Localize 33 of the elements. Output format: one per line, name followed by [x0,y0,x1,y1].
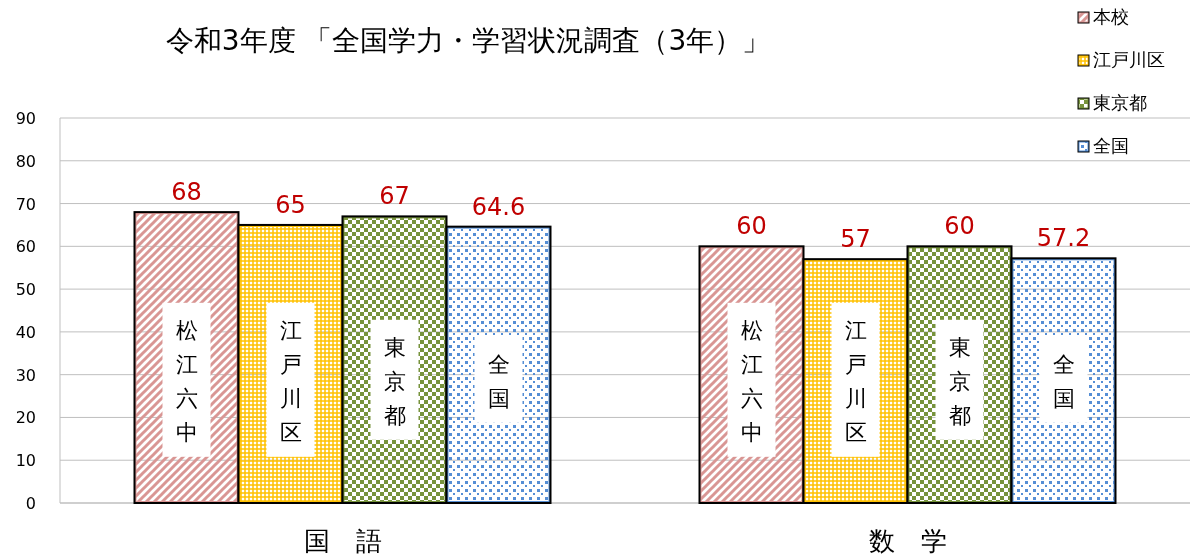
y-tick-label: 10 [15,451,36,471]
data-label: 60 [944,212,975,241]
y-tick-label: 90 [15,109,36,128]
data-label: 68 [171,178,202,207]
data-label: 57 [840,225,871,254]
y-tick-label: 60 [15,237,36,257]
data-label: 57.2 [1036,224,1091,253]
data-label: 60 [736,212,767,241]
legend-label: 東京都 [1093,92,1147,113]
x-tick-label: 国 語 [303,526,382,556]
data-label: 65 [275,190,306,219]
annotation: 全国 [487,351,510,411]
data-label: 64.6 [471,192,526,221]
annotation: 東京都 [383,334,406,428]
y-tick-label: 0 [25,494,36,513]
data-label: 67 [379,182,410,211]
annotation: 江戸川区 [844,317,867,445]
legend-label: 本校 [1093,6,1129,27]
y-tick-label: 30 [15,365,36,385]
legend-label: 江戸川区 [1093,49,1165,70]
annotation: 松江六中 [740,317,763,445]
legend-label: 全国 [1093,135,1129,156]
chart-title: 令和3年度 「全国学力・学習状況調査（3年）」 [165,24,771,57]
annotation: 江戸川区 [279,317,302,445]
annotation: 東京都 [948,334,971,428]
y-tick-label: 70 [15,194,36,214]
x-tick-label: 数 学 [868,526,947,556]
y-tick-label: 50 [15,280,36,300]
annotation: 松江六中 [175,317,198,445]
annotation: 全国 [1052,351,1075,411]
y-tick-label: 20 [15,408,36,428]
y-tick-label: 80 [15,151,36,171]
y-tick-label: 40 [15,322,36,342]
